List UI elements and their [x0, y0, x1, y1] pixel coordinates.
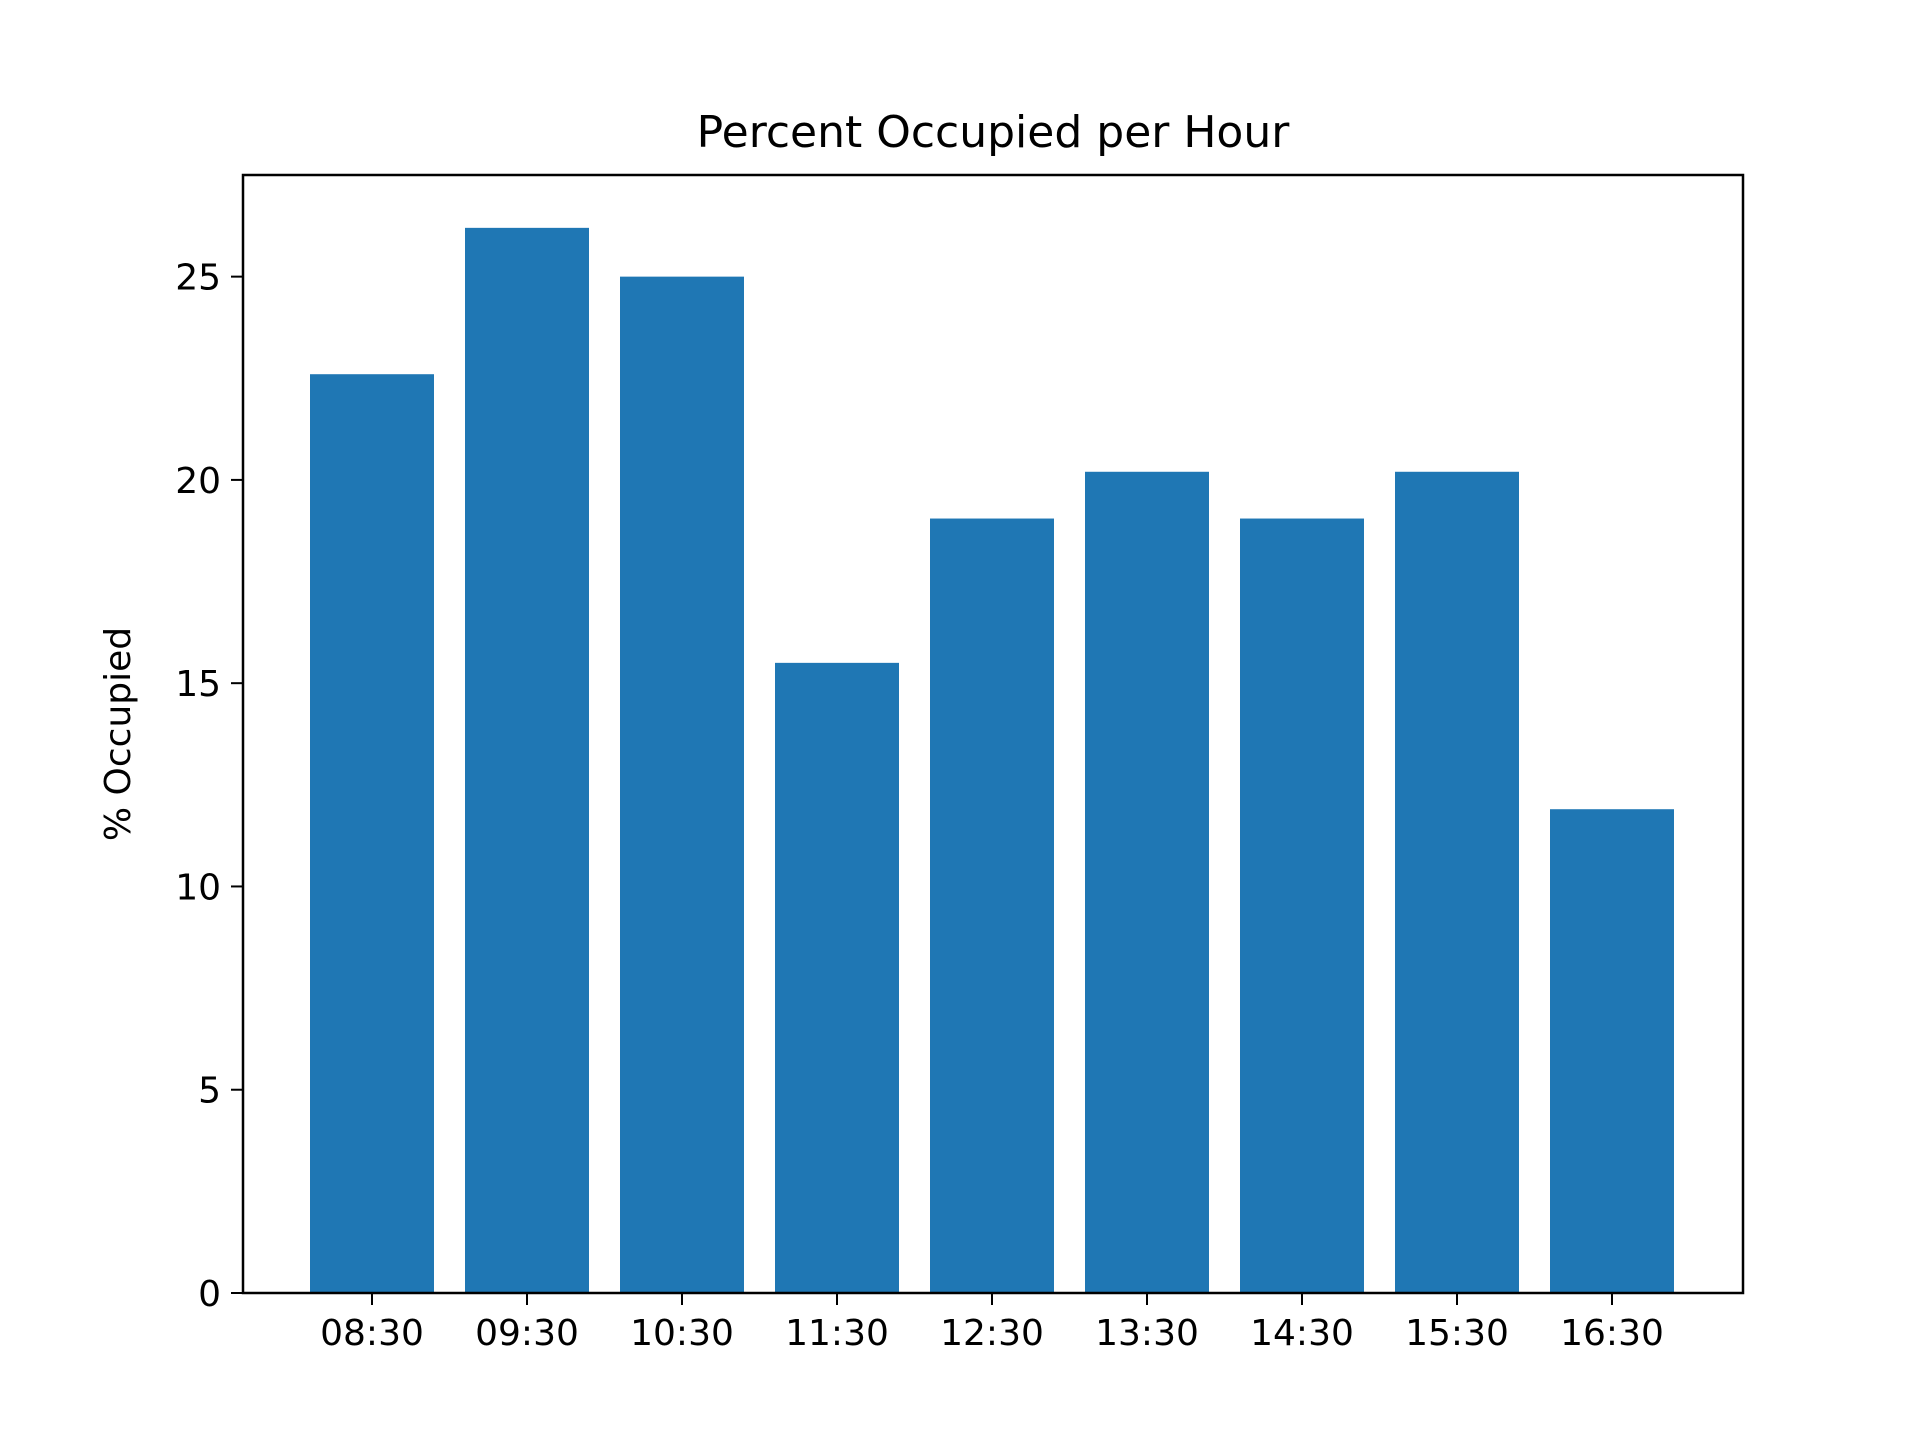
- bar-1030: [620, 276, 744, 1293]
- x-tick-label: 16:30: [1560, 1313, 1664, 1354]
- y-axis-label: % Occupied: [98, 627, 139, 841]
- x-tick-label: 11:30: [785, 1313, 889, 1354]
- bars-group: [310, 227, 1674, 1293]
- x-tick-label: 12:30: [940, 1313, 1044, 1354]
- y-tick-label: 5: [198, 1071, 221, 1112]
- x-axis-ticks: 08:30 09:30 10:30 11:30 12:30 13:30 14:30 15:30…: [320, 1293, 1664, 1354]
- bar-1430: [1240, 518, 1364, 1293]
- bar-1130: [775, 662, 899, 1293]
- bar-0930: [465, 227, 589, 1293]
- y-tick-label: 20: [175, 461, 221, 502]
- bar-1630: [1550, 809, 1674, 1293]
- y-tick-label: 0: [198, 1274, 221, 1315]
- x-tick-label: 10:30: [630, 1313, 734, 1354]
- bar-0830: [310, 374, 434, 1293]
- x-tick-label: 15:30: [1405, 1313, 1509, 1354]
- x-tick-label: 08:30: [320, 1313, 424, 1354]
- x-tick-label: 14:30: [1250, 1313, 1354, 1354]
- y-tick-label: 15: [175, 664, 221, 705]
- bar-1530: [1395, 471, 1519, 1293]
- y-axis-ticks: 0 5 10 15 20 25: [175, 258, 243, 1315]
- bar-1230: [930, 518, 1054, 1293]
- bar-1330: [1085, 471, 1209, 1293]
- chart-title: Percent Occupied per Hour: [697, 107, 1291, 158]
- y-tick-label: 25: [175, 258, 221, 299]
- plot-frame: [241, 173, 1745, 1295]
- x-tick-label: 13:30: [1095, 1313, 1199, 1354]
- y-tick-label: 10: [175, 867, 221, 908]
- x-tick-label: 09:30: [475, 1313, 579, 1354]
